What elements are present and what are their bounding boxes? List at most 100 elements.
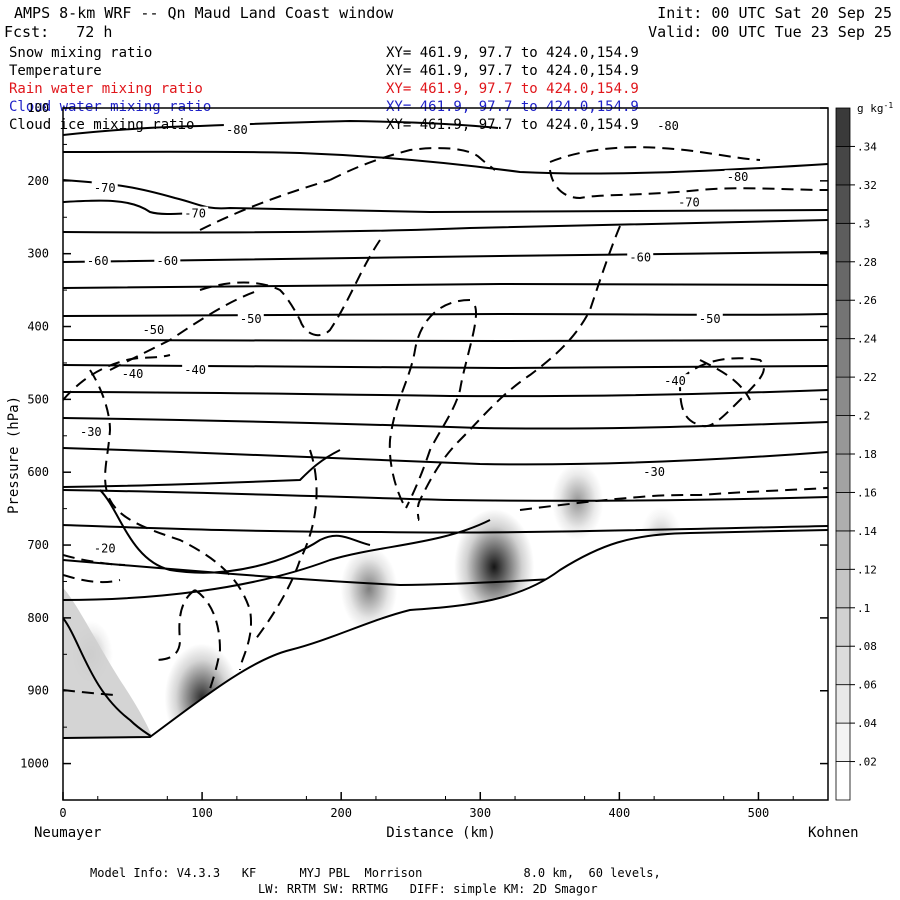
isotherm-label: -30 (80, 425, 102, 439)
isotherm-label-bg (724, 170, 751, 184)
cloud-ice-contour (199, 179, 331, 231)
y-tick-label: 1000 (20, 757, 49, 771)
colorbar-swatch (835, 684, 851, 724)
cloud-ice-contour (63, 574, 121, 584)
y-tick-label: 900 (27, 684, 49, 698)
isotherm-line (63, 489, 828, 502)
cloud-ice-contour (63, 354, 171, 401)
model-info-line2: LW: RRTM SW: RRTMG DIFF: simple KM: 2D S… (258, 882, 598, 896)
colorbar-swatch (835, 222, 851, 263)
isotherm-line (63, 617, 153, 738)
cloud-ice-contour (63, 554, 126, 566)
field-xy-cloud-water: XY= 461.9, 97.7 to 424.0,154.9 (386, 99, 639, 115)
isotherm-label-bg (77, 425, 104, 439)
axes: 100 200 300 400 500 600 700 800 900 1000 0 100 200 30… (20, 101, 828, 820)
colorbar-swatch (835, 146, 851, 186)
isotherm-label-bg (675, 195, 702, 209)
forecast-hour: Fcst: 72 h (4, 23, 113, 41)
isotherm-label: -80 (727, 170, 749, 184)
cloud-ice-contour (299, 239, 381, 337)
colorbar-swatch (835, 299, 851, 340)
x-tick-label: 400 (609, 806, 631, 820)
isotherm-line (63, 364, 828, 370)
isotherm-label-bg (223, 122, 250, 136)
colorbar-unit: g kg-1 (857, 101, 893, 115)
x-axis-title: Distance (km) (386, 825, 496, 841)
isotherm-line (63, 312, 828, 317)
isotherm-line (63, 219, 828, 234)
chart-title: AMPS 8-km WRF -- Qn Maud Land Coast wind… (14, 4, 394, 22)
colorbar-swatch (835, 107, 851, 147)
isotherm-line (63, 389, 828, 398)
colorbar-tick-label: .18 (857, 448, 877, 461)
isotherm-line (63, 251, 828, 263)
isotherm-label: -50 (143, 323, 165, 337)
y-tick-label: 600 (27, 465, 49, 479)
colorbar-tick-label: .26 (857, 294, 877, 307)
cloud-ice-contour (679, 357, 765, 428)
isotherm-label-bg (237, 312, 264, 326)
isotherm-label: -80 (657, 119, 679, 133)
isotherm-label: -70 (184, 207, 206, 221)
x-tick-label: 0 (59, 806, 66, 820)
colorbar-swatch (835, 261, 851, 301)
isotherm-line (63, 449, 341, 488)
colorbar-tick-label: .06 (857, 679, 877, 692)
field-xy-temperature: XY= 461.9, 97.7 to 424.0,154.9 (386, 63, 639, 79)
colorbar-tick-label: .22 (857, 371, 877, 384)
isotherm-label-bg (655, 119, 682, 133)
isotherm-label-bg (91, 181, 118, 195)
isotherm-line (99, 489, 371, 574)
isotherm-label: -50 (699, 312, 721, 326)
colorbar-swatch (835, 184, 851, 224)
colorbar-swatch (835, 607, 851, 647)
y-axis-title: Pressure (hPa) (6, 396, 22, 514)
isotherm-label: -40 (664, 374, 686, 388)
y-tick-label: 200 (27, 174, 49, 188)
cloud-ice-contour (416, 225, 621, 521)
isotherm-line (63, 119, 499, 136)
isotherm-label-bg (84, 253, 111, 267)
colorbar-swatch (835, 645, 851, 686)
colorbar-swatch (835, 761, 851, 801)
snow-shading-coastal (63, 588, 152, 738)
colorbar: .02 .04 .06 .08 .1 .12 .14 .16 .18 .2 .22 .24 .26 .28… (835, 107, 877, 801)
isotherm-line (63, 417, 828, 430)
isotherm-label-bg (154, 253, 181, 267)
y-tick-label: 300 (27, 247, 49, 261)
y-tick-label: 700 (27, 538, 49, 552)
left-station-label: Neumayer (34, 825, 101, 841)
isotherm-line (63, 282, 828, 289)
cloud-ice-contour (89, 369, 252, 671)
x-tick-label: 200 (330, 806, 352, 820)
colorbar-swatch (835, 415, 851, 455)
field-name-rain: Rain water mixing ratio (9, 81, 203, 97)
cloud-ice-contour (154, 589, 196, 661)
colorbar-tick-label: .24 (857, 333, 877, 346)
isotherm-label-bg (91, 541, 118, 555)
colorbar-tick-label: .28 (857, 256, 877, 269)
isotherm-label: -60 (156, 254, 178, 268)
cloud-ice-contour (549, 169, 828, 200)
colorbar-tick-label: .34 (857, 140, 877, 153)
colorbar-swatch (835, 338, 851, 378)
isotherm-label: -20 (94, 542, 116, 556)
isotherm-label-bg (182, 363, 209, 377)
isotherm-label: -70 (678, 196, 700, 210)
isotherm-labels: -80 -80 -80 -70 -70 -70 -60 -60 -60 -50 -50 -50 -40 -… (77, 119, 751, 556)
field-name-snow: Snow mixing ratio (9, 45, 153, 61)
cloud-ice-contour (549, 146, 761, 163)
isotherm-label-bg (641, 465, 668, 479)
colorbar-swatch (835, 722, 851, 762)
isotherm-line (63, 179, 828, 214)
isotherm-line (63, 519, 491, 601)
x-tick-label: 500 (748, 806, 770, 820)
field-xy-rain: XY= 461.9, 97.7 to 424.0,154.9 (386, 81, 639, 97)
colorbar-tick-label: .3 (857, 217, 870, 230)
colorbar-tick-label: .02 (857, 756, 877, 769)
colorbar-tick-label: .32 (857, 179, 877, 192)
terrain (63, 530, 828, 800)
colorbar-swatch (835, 453, 851, 493)
init-time: Init: 00 UTC Sat 20 Sep 25 (657, 4, 892, 22)
